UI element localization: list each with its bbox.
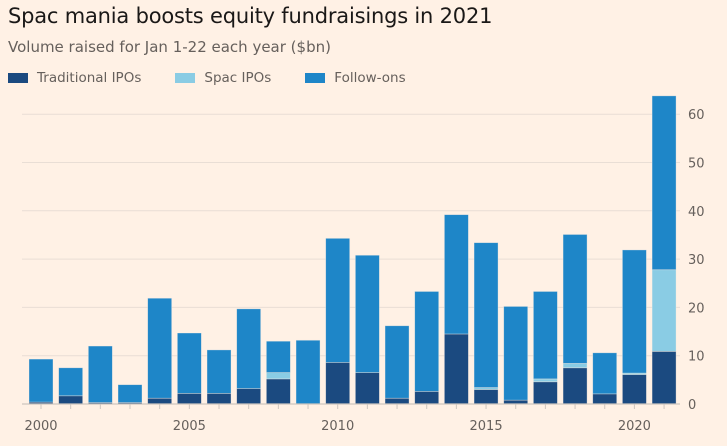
bar-traditional-ipos-2018 — [562, 367, 588, 405]
bar-traditional-ipos-2019 — [592, 393, 618, 405]
y-tick-label: 10 — [688, 350, 705, 365]
x-tick-label: 2010 — [321, 419, 354, 434]
bar-follow-ons-2013 — [414, 291, 440, 392]
bar-spac-ipos-2008 — [266, 372, 291, 380]
bar-traditional-ipos-2008 — [266, 378, 291, 405]
bar-follow-ons-2016 — [503, 306, 529, 401]
bar-follow-ons-2008 — [266, 340, 291, 373]
bar-follow-ons-2000 — [28, 358, 54, 403]
bar-follow-ons-2009 — [295, 339, 321, 405]
bar-traditional-ipos-2012 — [384, 397, 410, 405]
bar-follow-ons-2001 — [58, 367, 84, 397]
y-tick-label: 40 — [688, 205, 705, 220]
bar-traditional-ipos-2017 — [533, 381, 558, 405]
bar-traditional-ipos-2010 — [325, 362, 351, 405]
x-tick-label: 2005 — [173, 419, 206, 434]
bar-traditional-ipos-2004 — [147, 397, 173, 405]
bar-follow-ons-2005 — [177, 332, 202, 394]
legend-label: Traditional IPOs — [37, 70, 142, 86]
bar-traditional-ipos-2006 — [206, 393, 232, 405]
bar-follow-ons-2004 — [147, 297, 173, 399]
bar-traditional-ipos-2014 — [444, 333, 469, 405]
y-tick-label: 0 — [688, 398, 696, 413]
legend-swatch — [175, 73, 196, 83]
bar-follow-ons-2014 — [444, 214, 469, 335]
bar-follow-ons-2015 — [473, 242, 499, 388]
bar-spac-ipos-2021 — [651, 269, 677, 352]
bar-follow-ons-2021 — [651, 95, 677, 271]
bar-follow-ons-2018 — [562, 234, 588, 364]
x-tick-label: 2020 — [618, 419, 651, 434]
bar-follow-ons-2012 — [384, 325, 410, 399]
bar-follow-ons-2006 — [206, 349, 232, 394]
y-tick-label: 30 — [688, 253, 705, 268]
chart-subtitle: Volume raised for Jan 1-22 each year ($b… — [8, 38, 331, 56]
bar-traditional-ipos-2015 — [473, 389, 499, 405]
x-tick-label: 2000 — [24, 419, 57, 434]
bar-traditional-ipos-2020 — [622, 374, 647, 405]
x-tick-label: 2015 — [470, 419, 503, 434]
bar-traditional-ipos-2001 — [58, 395, 84, 405]
bar-traditional-ipos-2005 — [177, 393, 202, 405]
legend-swatch — [305, 73, 326, 83]
y-tick-label: 20 — [688, 301, 705, 316]
y-tick-label: 50 — [688, 157, 705, 172]
legend-item-traditional-ipos: Traditional IPOs — [8, 70, 141, 86]
legend-label: Follow-ons — [334, 70, 406, 86]
bar-follow-ons-2010 — [325, 237, 351, 363]
bar-traditional-ipos-2021 — [651, 351, 677, 405]
bar-follow-ons-2017 — [533, 291, 558, 380]
bar-follow-ons-2011 — [355, 254, 380, 373]
bar-follow-ons-2019 — [592, 352, 618, 395]
legend: Traditional IPOs Spac IPOs Follow-ons — [8, 70, 440, 86]
bar-follow-ons-2020 — [622, 249, 647, 374]
legend-swatch — [8, 73, 28, 83]
bar-traditional-ipos-2007 — [236, 388, 262, 405]
bar-spac-ipos-2017 — [533, 378, 558, 383]
chart-title: Spac mania boosts equity fundraisings in… — [8, 4, 493, 28]
bar-follow-ons-2007 — [236, 308, 262, 389]
legend-label: Spac IPOs — [204, 70, 272, 86]
legend-item-follow-ons: Follow-ons — [305, 70, 406, 86]
bar-follow-ons-2003 — [117, 384, 143, 403]
y-tick-label: 60 — [688, 108, 705, 123]
bar-traditional-ipos-2013 — [414, 391, 440, 405]
bar-traditional-ipos-2011 — [355, 372, 380, 405]
bar-follow-ons-2002 — [87, 345, 113, 403]
legend-item-spac-ipos: Spac IPOs — [175, 70, 271, 86]
bar-spac-ipos-2018 — [562, 363, 588, 369]
